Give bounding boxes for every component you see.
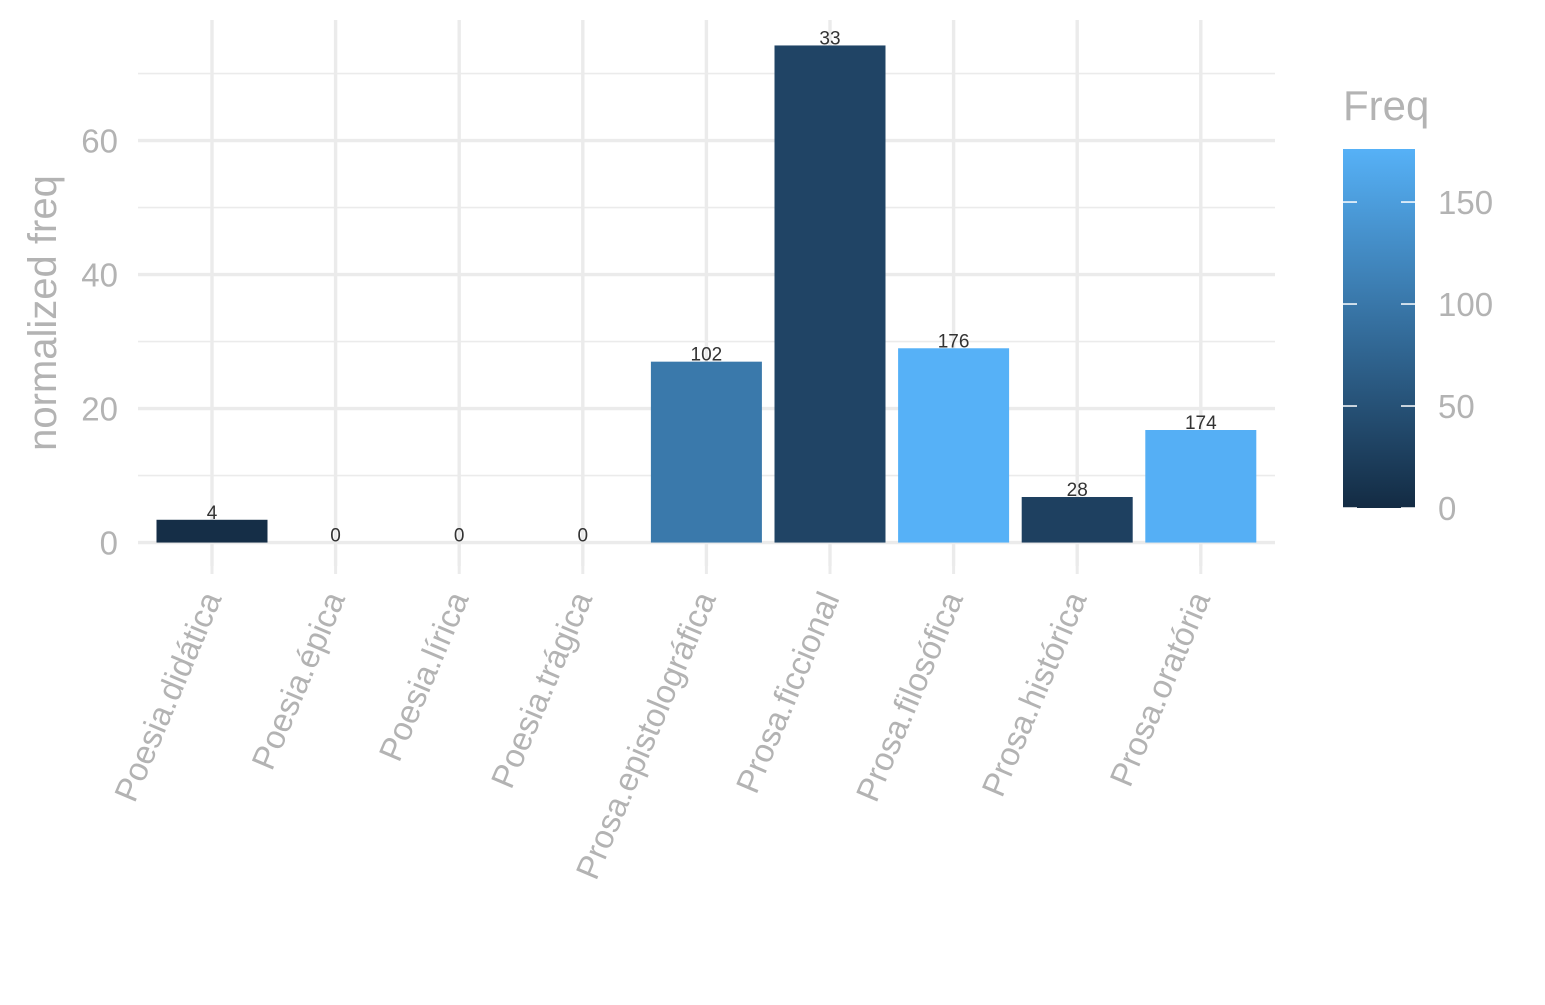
legend-title: Freq xyxy=(1343,82,1429,129)
legend-tick-label: 150 xyxy=(1438,184,1493,221)
bar-labels: 4 0 0 0 102 33 176 28 174 xyxy=(207,28,1217,546)
legend: Freq 0 50 100 150 xyxy=(1343,82,1493,527)
x-tick-label: Prosa.oratória xyxy=(1102,586,1217,792)
bars xyxy=(156,45,1257,543)
x-tick-label: Poesia.épica xyxy=(244,586,352,775)
bar-value-label: 176 xyxy=(938,331,970,352)
legend-colorbar xyxy=(1343,149,1415,508)
bar-value-label: 28 xyxy=(1067,480,1088,501)
bar-value-label: 0 xyxy=(330,526,341,547)
x-tick-label: Prosa.epistolográfica xyxy=(568,586,723,885)
x-tick-label: Poesia.lírica xyxy=(371,586,476,767)
y-tick-label: 60 xyxy=(81,123,118,160)
bar xyxy=(650,361,762,543)
x-tick-label: Prosa.filosófica xyxy=(849,586,971,807)
bar-value-label: 0 xyxy=(578,526,589,547)
y-tick-label: 20 xyxy=(81,391,118,428)
bar xyxy=(898,348,1010,543)
x-tick-label: Prosa.histórica xyxy=(974,586,1094,802)
y-axis: normalized freq 0 20 40 60 xyxy=(21,123,118,562)
bar-value-label: 102 xyxy=(691,345,723,366)
legend-tick-label: 50 xyxy=(1438,388,1475,425)
bar xyxy=(1145,430,1257,543)
bar xyxy=(1021,496,1133,543)
x-tick-label: Poesia.didática xyxy=(107,586,229,807)
legend-tick-label: 100 xyxy=(1438,286,1493,323)
bar-value-label: 0 xyxy=(454,526,465,547)
bar-value-label: 174 xyxy=(1185,413,1217,434)
x-tick-label: Prosa.ficcional xyxy=(729,586,847,798)
y-tick-label: 0 xyxy=(100,525,118,562)
bar xyxy=(156,519,268,543)
x-axis: Poesia.didática Poesia.épica Poesia.lírica… xyxy=(107,566,1217,885)
y-axis-title: normalized freq xyxy=(21,175,65,451)
legend-tick-label: 0 xyxy=(1438,490,1456,527)
bar xyxy=(774,45,886,543)
x-tick-label: Poesia.trágica xyxy=(483,586,599,794)
bar-value-label: 33 xyxy=(819,28,840,49)
y-tick-label: 40 xyxy=(81,257,118,294)
bar-value-label: 4 xyxy=(207,503,218,524)
